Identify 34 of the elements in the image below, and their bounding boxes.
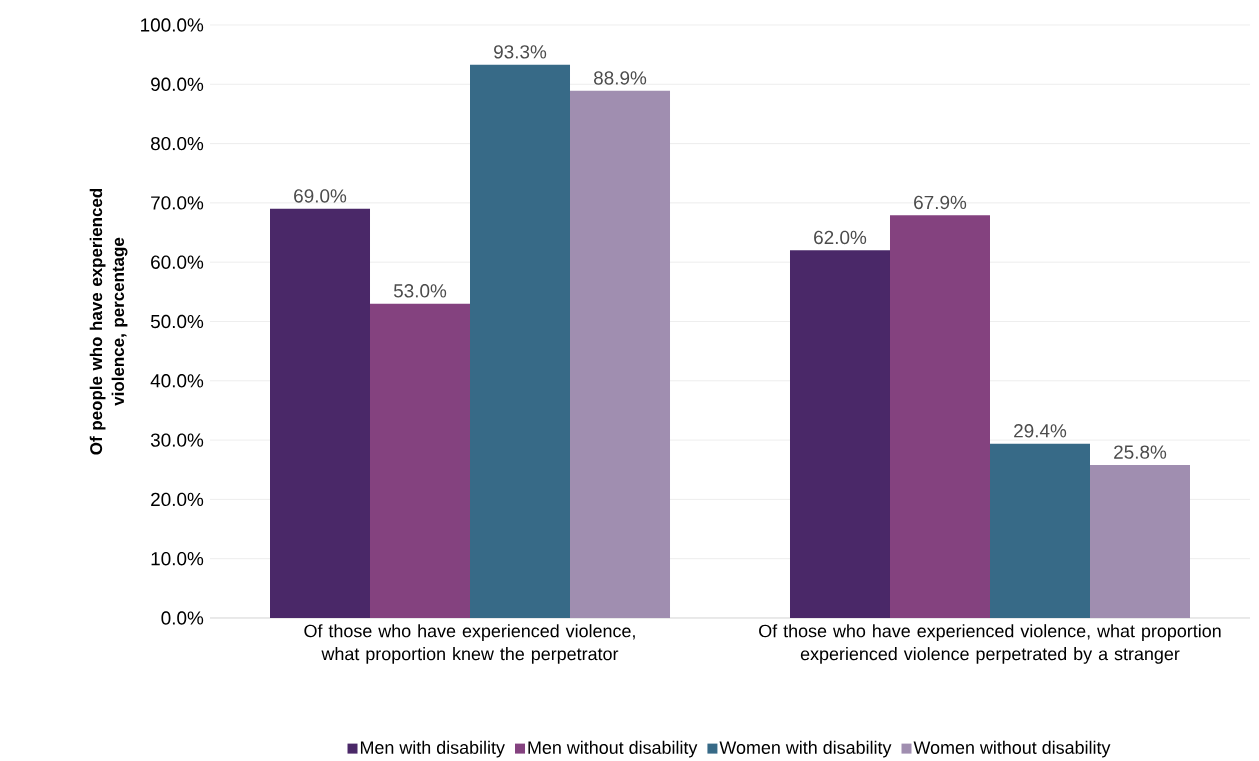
bar: [890, 215, 990, 618]
bar: [790, 250, 890, 618]
data-label: 69.0%: [294, 189, 347, 203]
y-tick-label: 60.0%: [151, 255, 204, 269]
y-tick-label: 70.0%: [151, 196, 204, 210]
x-tick-label: Of those who have experienced violence, what proportion knew the perpetrator: [304, 624, 635, 664]
bar: [470, 64, 571, 618]
bar: [1090, 464, 1190, 618]
data-label: 93.3%: [494, 45, 547, 59]
y-tick-label: 90.0%: [151, 77, 204, 91]
bar: [570, 90, 671, 618]
bar: [270, 208, 371, 618]
y-tick-label: 80.0%: [150, 136, 204, 151]
y-tick-label: 10.0%: [151, 551, 204, 566]
data-label: 53.0%: [393, 284, 447, 298]
y-axis-title: Of people who have experienced violence, percentage: [89, 188, 128, 455]
data-label: 29.4%: [1014, 424, 1067, 438]
bar: [370, 303, 471, 618]
data-label: 62.0%: [814, 230, 867, 245]
y-tick-label: 20.0%: [151, 492, 204, 507]
legend-label: Women with disability: [719, 740, 892, 758]
legend-label: Women without disability: [913, 740, 1111, 758]
legend-label: Men without disability: [528, 740, 698, 758]
data-label: 25.8%: [1114, 445, 1167, 459]
y-tick-label: 40.0%: [150, 374, 204, 388]
y-tick-label: 0.0%: [161, 611, 204, 625]
y-tick-label: 30.0%: [150, 433, 204, 447]
bar: [990, 443, 1090, 618]
data-label: 67.9%: [914, 195, 967, 210]
legend-label: Men with disability: [360, 740, 505, 758]
x-tick-label: Of those who have experienced violence, what proportion experienced violence perpetrated by a stranger: [759, 624, 1221, 664]
data-label: 88.9%: [594, 71, 647, 85]
y-tick-label: 50.0%: [150, 314, 204, 329]
y-tick-label: 100.0%: [141, 18, 204, 32]
